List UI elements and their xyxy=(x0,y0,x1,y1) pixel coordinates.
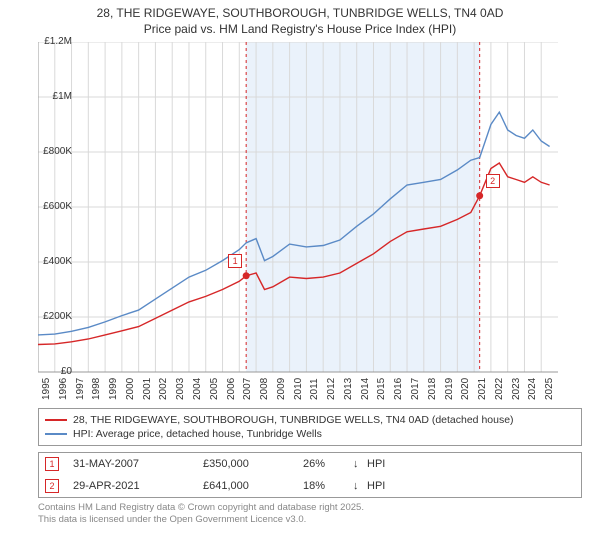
sale-hpi-1: HPI xyxy=(367,480,385,492)
x-axis-label: 2007 xyxy=(242,378,253,400)
x-axis-label: 2018 xyxy=(427,378,438,400)
x-axis-label: 2004 xyxy=(192,378,203,400)
footnote-line1: Contains HM Land Registry data © Crown c… xyxy=(38,502,582,514)
sale-pct-1: 18% xyxy=(303,480,353,492)
chart-marker-label: 2 xyxy=(486,174,500,188)
x-axis-label: 2005 xyxy=(209,378,220,400)
x-axis-label: 2011 xyxy=(309,378,320,400)
x-axis-label: 2025 xyxy=(544,378,555,400)
title-line2: Price paid vs. HM Land Registry's House … xyxy=(10,22,590,36)
legend-box: 28, THE RIDGEWAYE, SOUTHBOROUGH, TUNBRID… xyxy=(38,408,582,446)
y-axis-label: £800K xyxy=(32,146,72,157)
x-axis-label: 2014 xyxy=(360,378,371,400)
chart-svg xyxy=(38,42,560,402)
x-axis-label: 2021 xyxy=(477,378,488,400)
legend-swatch-1 xyxy=(45,433,67,435)
x-axis-label: 2008 xyxy=(259,378,270,400)
sale-arrow-1: ↓ xyxy=(353,480,367,492)
legend-label-0: 28, THE RIDGEWAYE, SOUTHBOROUGH, TUNBRID… xyxy=(73,414,514,426)
x-axis-label: 2020 xyxy=(460,378,471,400)
x-axis-label: 2024 xyxy=(527,378,538,400)
x-axis-label: 2000 xyxy=(125,378,136,400)
x-axis-label: 2006 xyxy=(226,378,237,400)
x-axis-label: 2015 xyxy=(376,378,387,400)
legend-row-0: 28, THE RIDGEWAYE, SOUTHBOROUGH, TUNBRID… xyxy=(45,413,575,427)
legend-row-1: HPI: Average price, detached house, Tunb… xyxy=(45,427,575,441)
x-axis-label: 2013 xyxy=(343,378,354,400)
x-axis-label: 1996 xyxy=(58,378,69,400)
y-axis-label: £1M xyxy=(32,91,72,102)
sale-date-1: 29-APR-2021 xyxy=(73,480,203,492)
sale-marker-1: 2 xyxy=(45,479,59,493)
sale-arrow-0: ↓ xyxy=(353,458,367,470)
x-axis-label: 2003 xyxy=(175,378,186,400)
x-axis-label: 2019 xyxy=(444,378,455,400)
y-axis-label: £0 xyxy=(32,366,72,377)
footnote-line2: This data is licensed under the Open Gov… xyxy=(38,514,582,526)
x-axis-label: 1997 xyxy=(75,378,86,400)
y-axis-label: £1.2M xyxy=(32,36,72,47)
title-block: 28, THE RIDGEWAYE, SOUTHBOROUGH, TUNBRID… xyxy=(0,0,600,38)
y-axis-label: £200K xyxy=(32,311,72,322)
x-axis-label: 2022 xyxy=(494,378,505,400)
x-axis-label: 2010 xyxy=(293,378,304,400)
sale-marker-0: 1 xyxy=(45,457,59,471)
title-line1: 28, THE RIDGEWAYE, SOUTHBOROUGH, TUNBRID… xyxy=(10,6,590,20)
sale-pct-0: 26% xyxy=(303,458,353,470)
sale-price-1: £641,000 xyxy=(203,480,303,492)
x-axis-label: 2017 xyxy=(410,378,421,400)
legend-swatch-0 xyxy=(45,419,67,421)
chart-marker-label: 1 xyxy=(228,254,242,268)
y-axis-label: £600K xyxy=(32,201,72,212)
x-axis-label: 1995 xyxy=(41,378,52,400)
sale-date-0: 31-MAY-2007 xyxy=(73,458,203,470)
sale-marker-1-num: 2 xyxy=(49,481,54,491)
sale-hpi-0: HPI xyxy=(367,458,385,470)
sale-price-0: £350,000 xyxy=(203,458,303,470)
sales-table: 1 31-MAY-2007 £350,000 26% ↓ HPI 2 29-AP… xyxy=(38,452,582,498)
sale-marker-0-num: 1 xyxy=(49,459,54,469)
legend-label-1: HPI: Average price, detached house, Tunb… xyxy=(73,428,322,440)
x-axis-label: 2023 xyxy=(511,378,522,400)
x-axis-label: 1999 xyxy=(108,378,119,400)
sales-row-1: 2 29-APR-2021 £641,000 18% ↓ HPI xyxy=(39,475,581,497)
chart-area: 12£0£200K£400K£600K£800K£1M£1.2M19951996… xyxy=(38,42,598,402)
chart-container: 28, THE RIDGEWAYE, SOUTHBOROUGH, TUNBRID… xyxy=(0,0,600,560)
x-axis-label: 2002 xyxy=(158,378,169,400)
footnote: Contains HM Land Registry data © Crown c… xyxy=(38,502,582,527)
x-axis-label: 2009 xyxy=(276,378,287,400)
x-axis-label: 1998 xyxy=(91,378,102,400)
x-axis-label: 2001 xyxy=(142,378,153,400)
x-axis-label: 2016 xyxy=(393,378,404,400)
y-axis-label: £400K xyxy=(32,256,72,267)
x-axis-label: 2012 xyxy=(326,378,337,400)
sales-row-0: 1 31-MAY-2007 £350,000 26% ↓ HPI xyxy=(39,453,581,475)
